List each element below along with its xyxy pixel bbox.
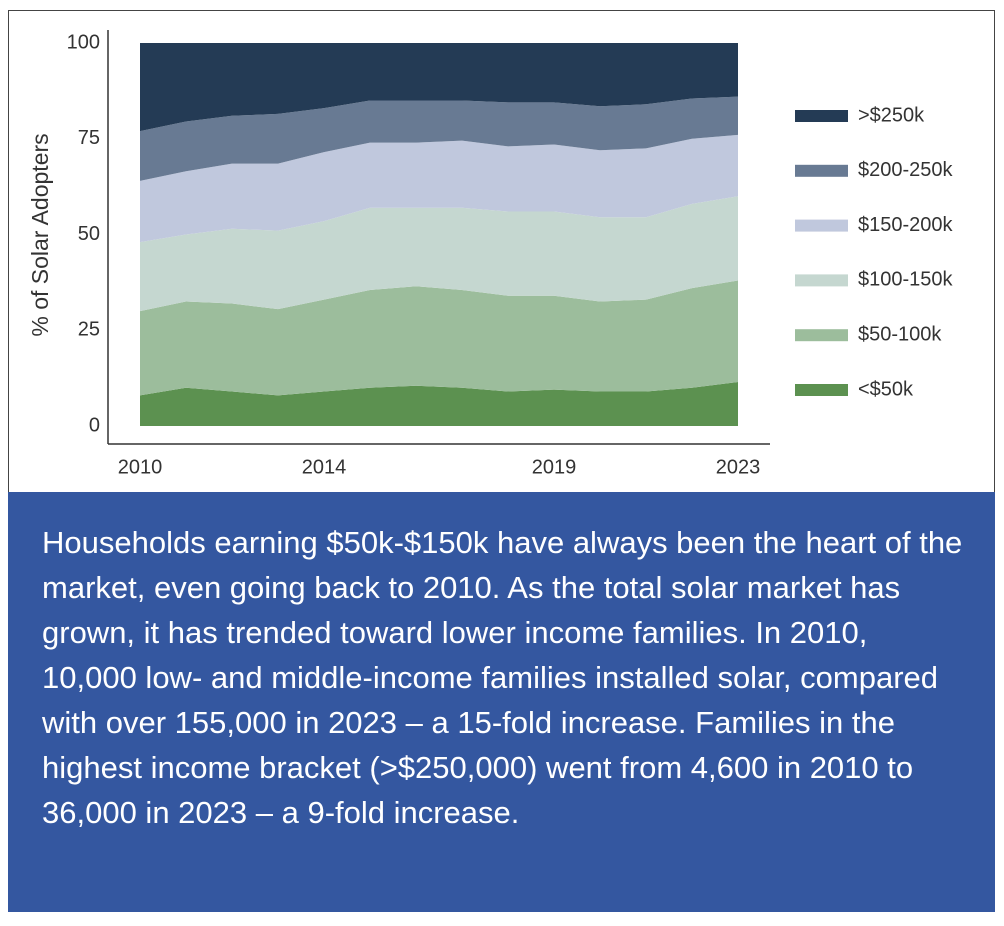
legend-swatch [795,110,848,122]
legend-label: $150-200k [858,214,954,236]
x-tick-label: 2014 [302,456,347,478]
legend-swatch [795,219,848,232]
legend-label: $200-250k [858,159,954,181]
legend-swatch [795,329,848,342]
x-tick-label: 2019 [532,456,577,478]
legend-label: $100-150k [858,269,954,291]
area [140,134,738,243]
chart: % of Solar Adopters 0 25 50 75 100 2010 2014 20… [8,10,995,492]
legend-label: $50-100k [858,323,942,345]
legend-swatch [795,164,848,177]
legend-swatch [795,274,848,287]
area [140,96,738,181]
area [140,196,738,312]
y-tick-label: 75 [78,127,100,149]
area [140,381,738,426]
legend-label: >$250k [858,104,925,126]
x-tick-label: 2010 [118,456,163,478]
area [140,280,738,396]
y-tick-label: 25 [78,319,100,341]
area [140,43,738,132]
legend-swatch [795,384,848,396]
y-axis-label: % of Solar Adopters [27,133,53,336]
chart-frame [8,10,995,492]
y-tick-label: 100 [67,31,100,53]
y-tick-label: 50 [78,223,100,245]
x-tick-label: 2023 [716,456,761,478]
caption: Households earning $50k-$150k have alway… [8,492,995,912]
legend-label: <$50k [858,378,914,400]
y-tick-label: 0 [89,414,100,436]
